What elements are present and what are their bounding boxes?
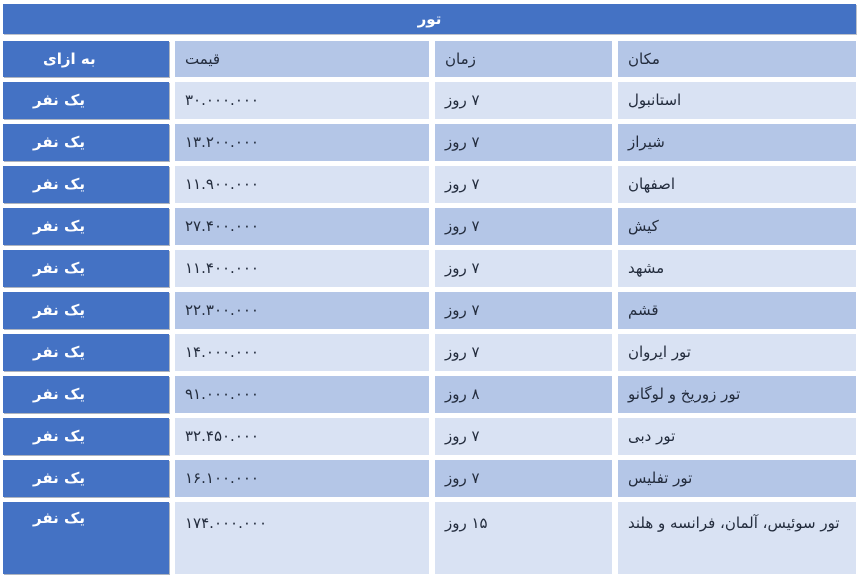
per-cell: یک نفر xyxy=(3,208,169,245)
per-cell: یک نفر xyxy=(3,166,169,203)
time-cell: ۷ روز xyxy=(435,166,612,203)
time-cell: ۷ روز xyxy=(435,208,612,245)
column-header-time: زمان xyxy=(435,41,612,77)
price-cell: ۳۲.۴۵۰.۰۰۰ xyxy=(175,418,429,455)
price-cell: ۱۳.۲۰۰.۰۰۰ xyxy=(175,124,429,161)
price-cell: ۳۰.۰۰۰.۰۰۰ xyxy=(175,82,429,119)
price-cell: ۱۴.۰۰۰.۰۰۰ xyxy=(175,334,429,371)
table-grid: مکان زمان قیمت به ازای استانبول ۷ روز ۳۰… xyxy=(3,41,856,574)
per-cell: یک نفر xyxy=(3,460,169,497)
time-cell: ۷ روز xyxy=(435,460,612,497)
place-cell: قشم xyxy=(618,292,856,329)
price-cell: ۲۲.۳۰۰.۰۰۰ xyxy=(175,292,429,329)
place-cell: تور دبی xyxy=(618,418,856,455)
price-cell: ۱۶.۱۰۰.۰۰۰ xyxy=(175,460,429,497)
time-cell: ۷ روز xyxy=(435,334,612,371)
per-cell: یک نفر xyxy=(3,418,169,455)
place-cell: تور ایروان xyxy=(618,334,856,371)
table-title: تور xyxy=(3,4,856,34)
per-cell: یک نفر xyxy=(3,250,169,287)
per-cell: یک نفر xyxy=(3,502,169,574)
time-cell: ۷ روز xyxy=(435,418,612,455)
time-cell: ۷ روز xyxy=(435,124,612,161)
per-cell: یک نفر xyxy=(3,124,169,161)
price-cell: ۱۷۴.۰۰۰.۰۰۰ xyxy=(175,502,429,574)
place-cell: تور سوئیس، آلمان، فرانسه و هلند xyxy=(618,502,856,574)
price-cell: ۲۷.۴۰۰.۰۰۰ xyxy=(175,208,429,245)
price-cell: ۱۱.۹۰۰.۰۰۰ xyxy=(175,166,429,203)
place-cell: تور تفلیس xyxy=(618,460,856,497)
place-cell: مشهد xyxy=(618,250,856,287)
per-cell: یک نفر xyxy=(3,292,169,329)
place-cell: اصفهان xyxy=(618,166,856,203)
time-cell: ۷ روز xyxy=(435,250,612,287)
place-cell: تور زوریخ و لوگانو xyxy=(618,376,856,413)
time-cell: ۷ روز xyxy=(435,82,612,119)
place-cell: شیراز xyxy=(618,124,856,161)
price-cell: ۱۱.۴۰۰.۰۰۰ xyxy=(175,250,429,287)
column-header-per: به ازای xyxy=(3,41,169,77)
time-cell: ۸ روز xyxy=(435,376,612,413)
per-cell: یک نفر xyxy=(3,376,169,413)
column-header-place: مکان xyxy=(618,41,856,77)
place-cell: کیش xyxy=(618,208,856,245)
per-cell: یک نفر xyxy=(3,334,169,371)
time-cell: ۷ روز xyxy=(435,292,612,329)
per-cell: یک نفر xyxy=(3,82,169,119)
time-cell: ۱۵ روز xyxy=(435,502,612,574)
place-cell: استانبول xyxy=(618,82,856,119)
column-header-price: قیمت xyxy=(175,41,429,77)
price-cell: ۹۱.۰۰۰.۰۰۰ xyxy=(175,376,429,413)
